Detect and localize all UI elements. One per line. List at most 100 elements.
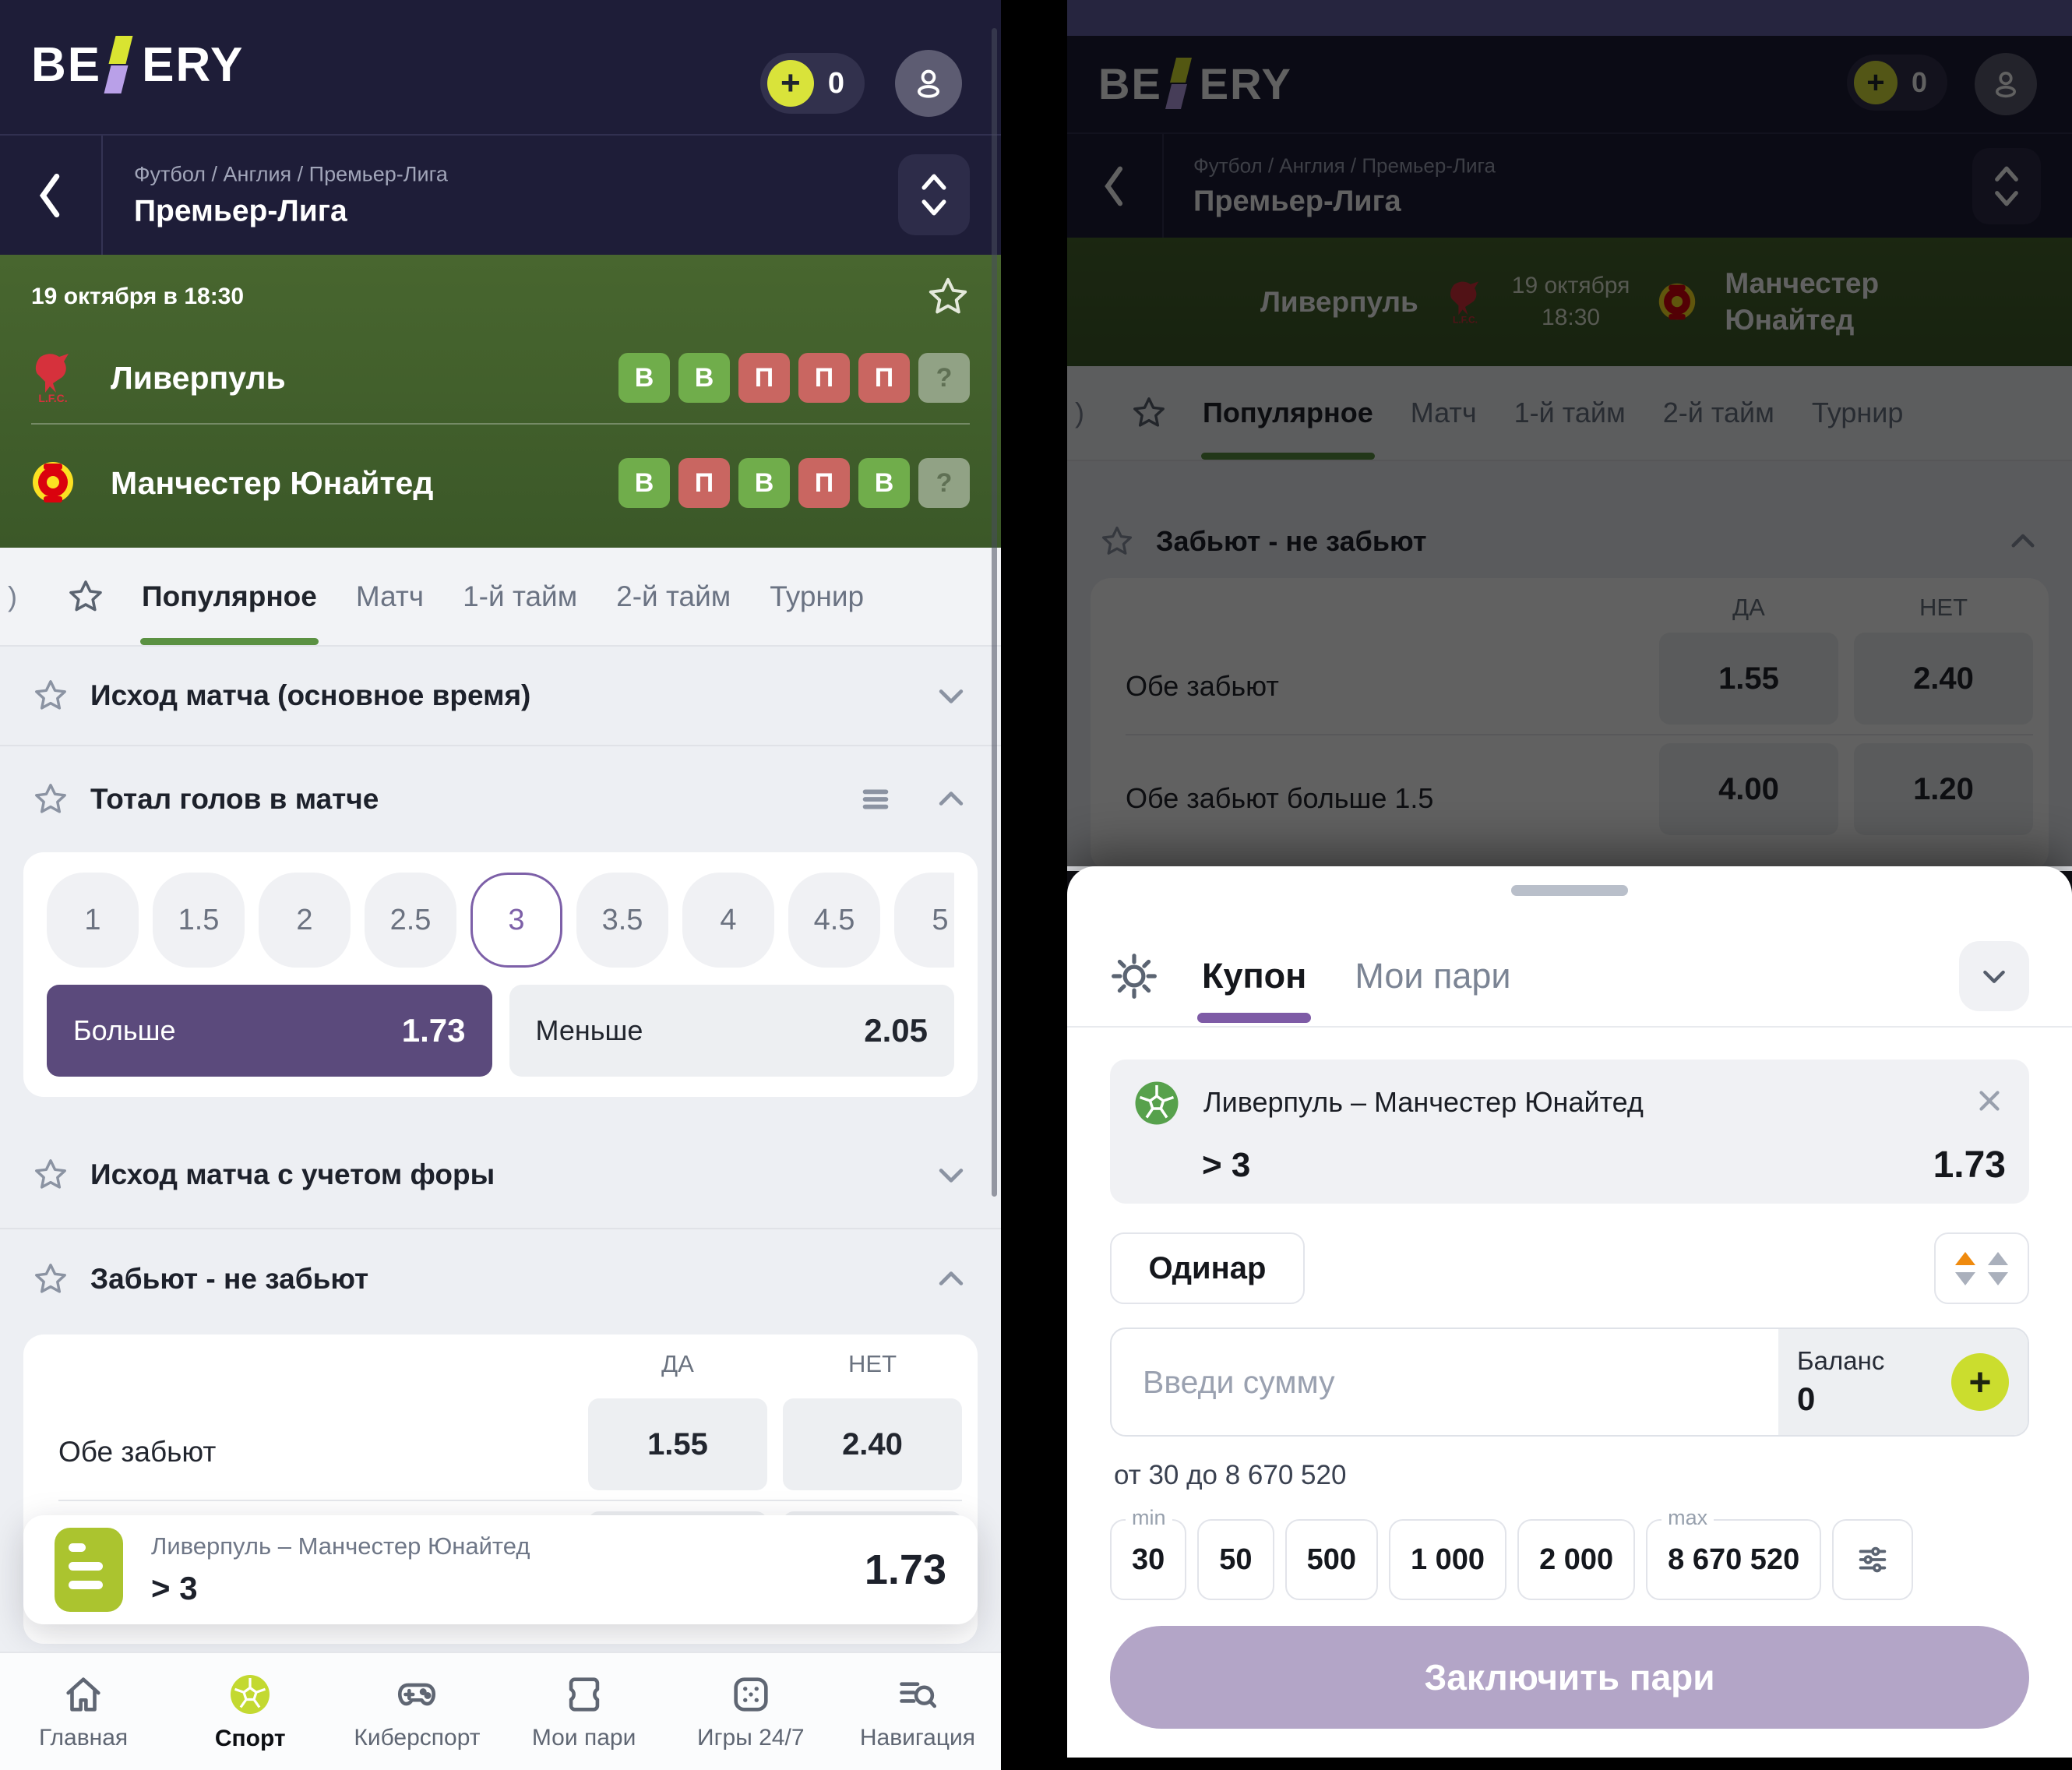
total-line-chip[interactable]: 4.5 [788, 873, 880, 968]
nav-label: Киберспорт [354, 1725, 481, 1751]
chevron-up-icon[interactable] [934, 1262, 968, 1296]
dice-icon [734, 1677, 768, 1712]
team-row-away[interactable]: Манчестер Юнайтед В П В П В ? [31, 432, 970, 534]
breadcrumb: Футбол / Англия / Премьер-Лига [134, 162, 448, 185]
section-total-goals[interactable]: Тотал голов в матче [0, 746, 1001, 852]
tab-overflow-fragment: ) [8, 580, 17, 612]
stake-settings-button[interactable] [1832, 1519, 1914, 1600]
form-badge-unknown: ? [918, 353, 970, 403]
section-match-outcome[interactable]: Исход матча (основное время) [0, 647, 1001, 746]
quick-stake[interactable]: 2 000 [1517, 1519, 1636, 1600]
home-team-name: Ливерпуль [111, 359, 286, 396]
nav-esports[interactable]: Киберспорт [333, 1653, 500, 1770]
over-odds: 1.73 [401, 1012, 466, 1049]
drag-handle[interactable] [1511, 885, 1628, 896]
star-icon[interactable] [33, 1157, 69, 1193]
star-icon[interactable] [33, 781, 69, 817]
section-handicap[interactable]: Исход матча с учетом форы [0, 1122, 1001, 1229]
home-form: В В П П П ? [618, 353, 970, 403]
column-header-yes: ДА [661, 1350, 694, 1377]
bolt-icon [104, 36, 139, 93]
quick-stake[interactable]: 50 [1197, 1519, 1274, 1600]
balance-pill[interactable]: + 0 [759, 53, 865, 114]
star-icon[interactable] [33, 678, 69, 714]
over-label: Больше [73, 1014, 176, 1046]
screen-betslip-overlay: BE ERY + 0 Футбол / Англия / Премьер-Лиг… [1067, 0, 2072, 1770]
back-button[interactable] [0, 136, 100, 255]
chevron-up-icon[interactable] [934, 782, 968, 816]
chevron-down-icon[interactable] [934, 1158, 968, 1192]
stake-input[interactable] [1112, 1329, 1778, 1435]
chevron-down-icon[interactable] [934, 679, 968, 713]
nav-sport[interactable]: Спорт [167, 1653, 333, 1770]
quick-stake[interactable]: 500 [1284, 1519, 1378, 1600]
favorite-star-icon[interactable] [926, 275, 970, 319]
under-odds-button[interactable]: Меньше 2.05 [509, 985, 954, 1077]
nav-my-bets[interactable]: Мои пари [501, 1653, 668, 1770]
gamepad-icon [398, 1683, 436, 1706]
toast-selection: > 3 [151, 1570, 198, 1606]
list-view-icon[interactable] [858, 781, 893, 817]
nav-label: Главная [38, 1725, 129, 1751]
team-row-home[interactable]: L.F.C. Ливерпуль В В П П П ? [31, 327, 970, 428]
total-line-chip[interactable]: 3.5 [576, 873, 668, 968]
tab-match[interactable]: Матч [355, 580, 425, 612]
bet-type-selector[interactable]: Одинар [1110, 1232, 1305, 1304]
tab-coupon[interactable]: Купон [1196, 956, 1312, 1023]
modal-dim-overlay[interactable] [1067, 36, 2072, 866]
favorites-tab-star-icon[interactable] [67, 578, 104, 615]
bet-added-toast[interactable]: Ливерпуль – Манчестер Юнайтед > 3 1.73 [23, 1515, 978, 1624]
quick-stake-min[interactable]: min 30 [1110, 1507, 1187, 1600]
total-line-chip[interactable]: 4 [682, 873, 774, 968]
form-badge: В [738, 458, 790, 508]
football-icon [1135, 1081, 1179, 1125]
odds-button-yes[interactable]: 1.55 [588, 1398, 767, 1490]
betslip-modal: Купон Мои пари Ливерпуль – Манчестер Юна… [1067, 866, 2072, 1770]
market-tabs: ) Популярное Матч 1-й тайм 2-й тайм Турн… [0, 548, 1001, 647]
nav-navigation[interactable]: Навигация [834, 1653, 1001, 1770]
divider [101, 136, 103, 255]
quick-stake-max[interactable]: max 8 670 520 [1646, 1507, 1822, 1600]
odds-change-setting-button[interactable] [1934, 1232, 2029, 1304]
deposit-plus-button[interactable]: + [1951, 1353, 2009, 1411]
total-line-chip-selected[interactable]: 3 [470, 873, 562, 968]
place-bet-button[interactable]: Заключить пари [1110, 1626, 2029, 1729]
betery-logo: BE ERY [31, 36, 244, 93]
away-form: В П В П В ? [618, 458, 970, 508]
liverpool-crest-icon: L.F.C. [35, 354, 69, 404]
tab-my-bets[interactable]: Мои пари [1355, 956, 1511, 996]
total-line-chip[interactable]: 5 [894, 873, 954, 968]
divider [1067, 1026, 2072, 1028]
odds-button-no[interactable]: 2.40 [783, 1398, 962, 1490]
tab-second-half[interactable]: 2-й тайм [616, 580, 731, 612]
total-lines-scroller[interactable]: 1 1.5 2 2.5 3 3.5 4 4.5 5 [47, 873, 954, 968]
match-header: 19 октября в 18:30 L.F.C. Ливерпуль В В … [0, 255, 1001, 548]
league-switch-button[interactable] [898, 154, 970, 235]
man-united-crest-icon [33, 462, 73, 502]
total-line-chip[interactable]: 2.5 [365, 873, 456, 968]
home-indicator-bar [1067, 1758, 2072, 1770]
over-odds-button[interactable]: Больше 1.73 [47, 985, 492, 1077]
tab-tournament[interactable]: Турнир [770, 580, 865, 612]
form-badge: П [798, 353, 850, 403]
tab-popular[interactable]: Популярное [140, 548, 319, 645]
total-line-chip[interactable]: 2 [259, 873, 351, 968]
star-icon[interactable] [33, 1261, 69, 1297]
total-line-chip[interactable]: 1.5 [153, 873, 245, 968]
logo-text-right: ERY [142, 37, 245, 92]
total-line-chip[interactable]: 1 [47, 873, 139, 968]
scrollbar-thumb[interactable] [992, 28, 997, 1197]
profile-button[interactable] [895, 50, 962, 117]
tab-first-half[interactable]: 1-й тайм [463, 580, 578, 612]
section-btts[interactable]: Забьют - не забьют [0, 1229, 1001, 1329]
nav-games[interactable]: Игры 24/7 [668, 1653, 834, 1770]
collapse-betslip-button[interactable] [1959, 941, 2029, 1011]
quick-stake[interactable]: 1 000 [1388, 1519, 1507, 1600]
breadcrumb-bar: Футбол / Англия / Премьер-Лига Премьер-Л… [0, 134, 1001, 255]
deposit-plus-icon[interactable]: + [766, 60, 814, 107]
selection-pick: > 3 [1202, 1145, 1251, 1184]
nav-home[interactable]: Главная [0, 1653, 167, 1770]
remove-selection-button[interactable] [1973, 1084, 2006, 1117]
quick-amount: 8 670 520 [1668, 1543, 1800, 1576]
settings-gear-icon[interactable] [1110, 952, 1158, 1000]
